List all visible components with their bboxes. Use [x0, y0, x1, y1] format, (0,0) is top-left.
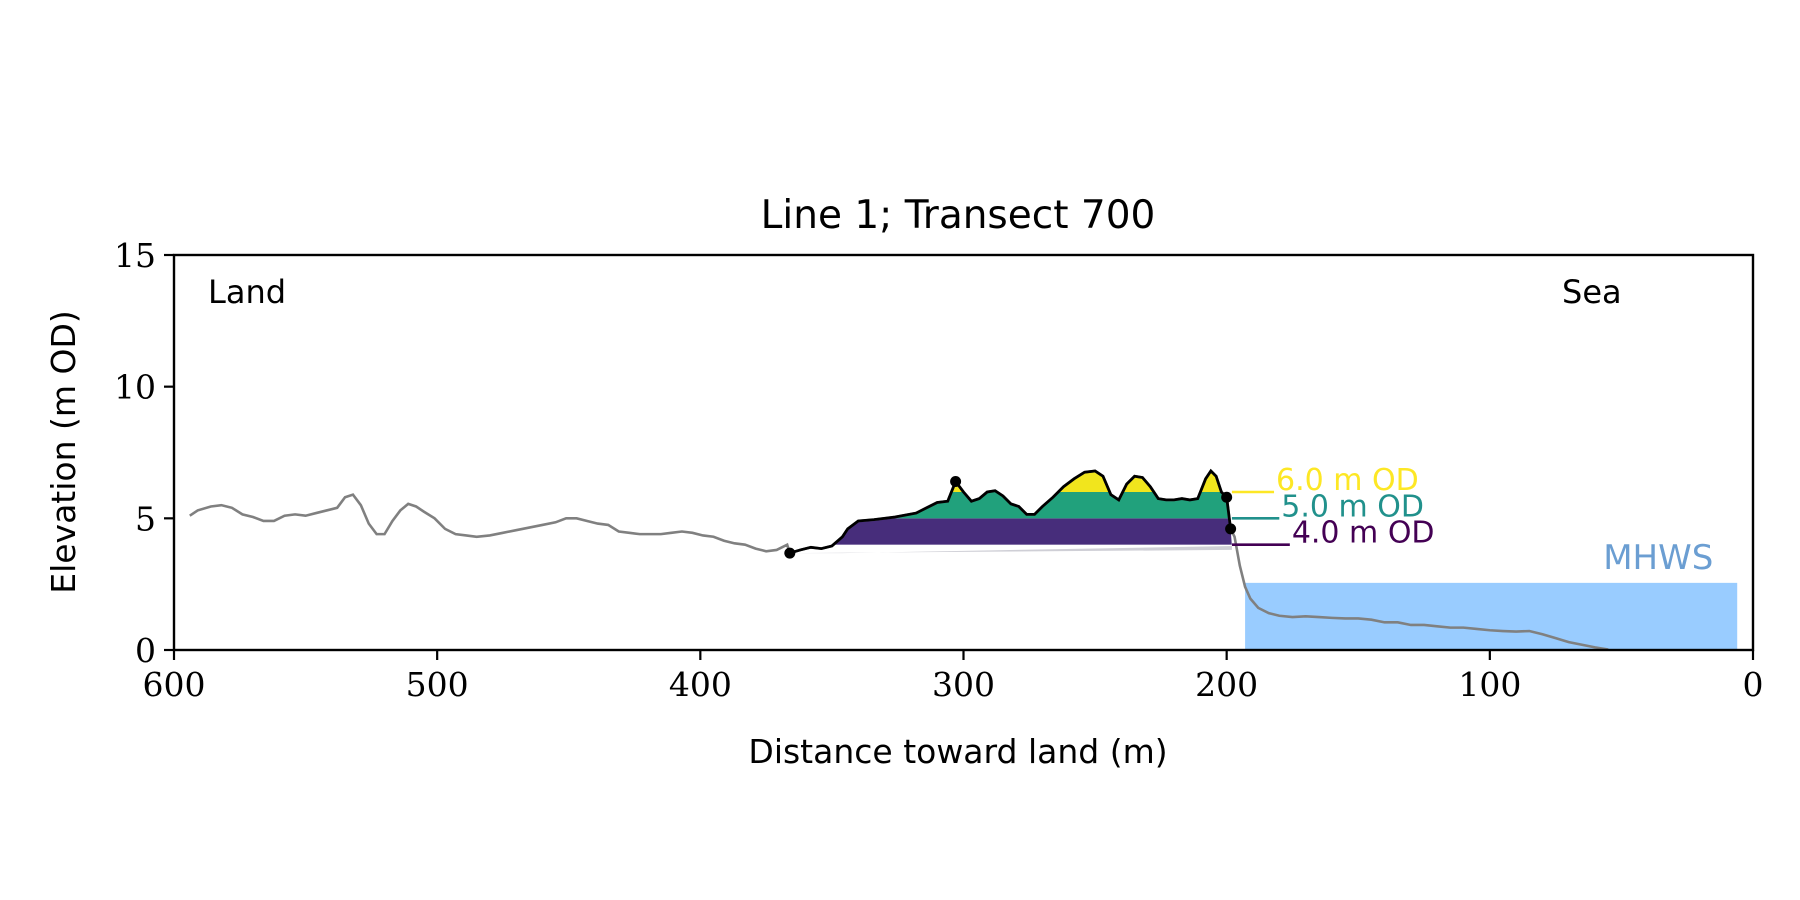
dune-marker-3	[1225, 523, 1237, 535]
y-tick-label-1: 5	[135, 499, 156, 538]
level-label-1: 5.0 m OD	[1281, 489, 1424, 524]
dune-marker-2	[1221, 491, 1233, 503]
dune-marker-1	[950, 475, 962, 487]
dune-base-shadow	[789, 545, 1232, 554]
y-tick-label-0: 0	[135, 631, 156, 670]
level-fill-0	[789, 518, 1232, 545]
x-tick-label-0: 600	[143, 665, 206, 704]
plot-contents	[189, 468, 1738, 650]
mhws-label: MHWS	[1603, 538, 1713, 578]
level-label-2: 4.0 m OD	[1292, 516, 1435, 551]
dune-outline	[789, 468, 1233, 555]
dune-marker-0	[784, 547, 796, 559]
land-annotation: Land	[208, 273, 286, 311]
x-tick-label-4: 200	[1195, 665, 1258, 704]
x-tick-label-2: 400	[669, 665, 732, 704]
y-axis-label: Elevation (m OD)	[44, 310, 83, 594]
x-tick-label-6: 0	[1743, 665, 1764, 704]
x-tick-label-5: 100	[1458, 665, 1521, 704]
y-tick-label-2: 10	[114, 368, 156, 407]
x-tick-label-3: 300	[932, 665, 995, 704]
x-tick-label-1: 500	[406, 665, 469, 704]
chart-title: Line 1; Transect 700	[761, 193, 1156, 238]
y-tick-label-3: 15	[114, 236, 156, 275]
level-fill-2	[789, 470, 1232, 492]
level-label-0: 6.0 m OD	[1276, 463, 1419, 498]
x-axis-label: Distance toward land (m)	[748, 732, 1167, 771]
sea-annotation: Sea	[1562, 273, 1622, 311]
